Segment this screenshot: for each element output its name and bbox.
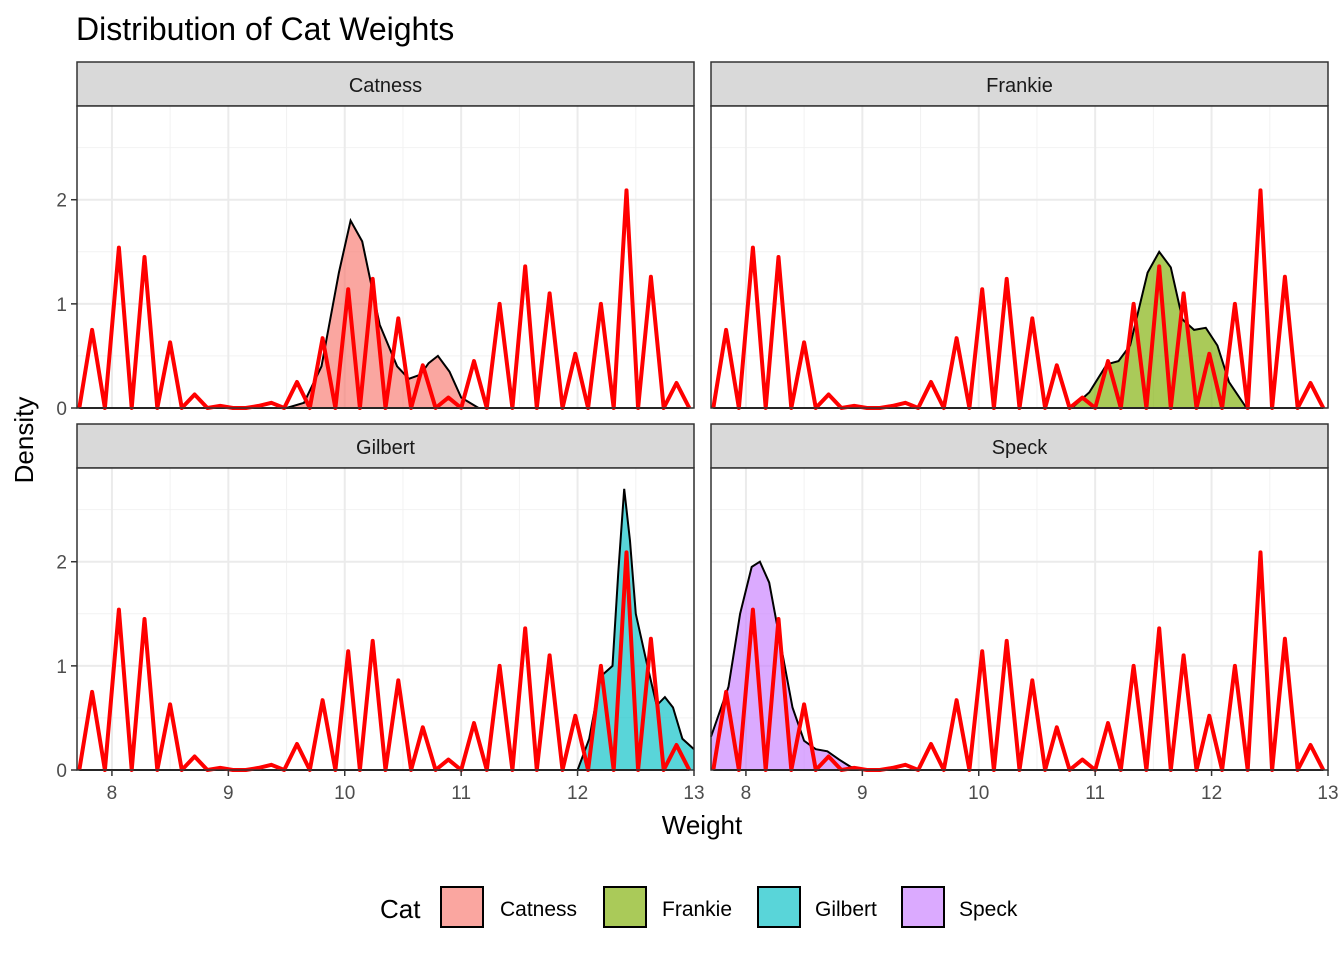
panel-background — [711, 468, 1328, 770]
x-tick-label: 11 — [451, 783, 471, 804]
panel-border — [710, 467, 1329, 771]
facet-strip-label: Frankie — [986, 75, 1053, 97]
legend-key — [440, 886, 484, 928]
facet-strip-label: Gilbert — [356, 437, 415, 459]
y-tick-label: 2 — [56, 191, 67, 212]
legend-item-catness: Catness — [440, 886, 577, 928]
panel-border — [76, 105, 695, 409]
facet-strip — [710, 61, 1329, 107]
density-outline-catness — [286, 217, 480, 409]
panel-background — [77, 468, 694, 770]
x-tick-label: 9 — [857, 783, 868, 804]
legend-label: Gilbert — [815, 898, 877, 921]
legend-label: Catness — [500, 898, 577, 921]
legend-key — [603, 886, 647, 928]
legend-item-speck: Speck — [901, 886, 1018, 928]
facet-panels: Catness Frankie Gilbert Speck — [76, 61, 1329, 772]
y-tick-label: 1 — [56, 295, 67, 316]
facet-strip-label: Speck — [992, 437, 1049, 459]
facet-panel-catness: Catness — [76, 61, 695, 410]
x-tick-label: 12 — [567, 783, 588, 804]
y-tick-label: 0 — [56, 761, 67, 782]
density-area-catness — [286, 220, 479, 408]
legend-item-gilbert: Gilbert — [757, 886, 877, 928]
legend: Cat Catness Frankie Gilbert Speck — [380, 886, 1018, 928]
facet-strip — [76, 423, 695, 469]
x-tick-label: 9 — [223, 783, 234, 804]
x-tick-label: 11 — [1085, 783, 1105, 804]
x-axis: 8 9 10 11 12 13 8 9 10 11 12 13 — [107, 770, 1339, 804]
x-tick-label: 13 — [683, 783, 704, 804]
density-area-frankie — [1071, 251, 1247, 408]
x-tick-label: 8 — [107, 783, 118, 804]
legend-label: Speck — [959, 898, 1018, 921]
legend-key — [901, 886, 945, 928]
density-area-speck — [711, 561, 863, 770]
facet-panel-speck: Speck — [710, 423, 1329, 772]
density-outline-speck — [710, 560, 863, 771]
facet-strip — [76, 61, 695, 107]
panel-border — [76, 467, 695, 771]
x-tick-label: 12 — [1201, 783, 1222, 804]
facet-strip-label: Catness — [349, 75, 422, 97]
facet-strip — [710, 423, 1329, 469]
x-tick-label: 10 — [334, 783, 355, 804]
y-tick-label: 2 — [56, 553, 67, 574]
legend-label: Frankie — [662, 898, 732, 921]
panel-border — [710, 105, 1329, 409]
x-tick-label: 8 — [741, 783, 752, 804]
panel-background — [711, 106, 1328, 408]
chart-title: Distribution of Cat Weights — [76, 11, 454, 47]
x-axis-title: Weight — [662, 810, 743, 840]
legend-item-frankie: Frankie — [603, 886, 732, 928]
y-axis: 0 1 2 0 1 2 — [56, 191, 77, 782]
y-axis-title: Density — [9, 397, 39, 484]
y-tick-label: 1 — [56, 657, 67, 678]
legend-title: Cat — [380, 894, 421, 924]
facet-panel-gilbert: Gilbert — [76, 423, 695, 772]
facet-panel-frankie: Frankie — [710, 61, 1329, 410]
y-tick-label: 0 — [56, 399, 67, 420]
x-tick-label: 10 — [968, 783, 989, 804]
x-tick-label: 13 — [1317, 783, 1338, 804]
legend-key — [757, 886, 801, 928]
